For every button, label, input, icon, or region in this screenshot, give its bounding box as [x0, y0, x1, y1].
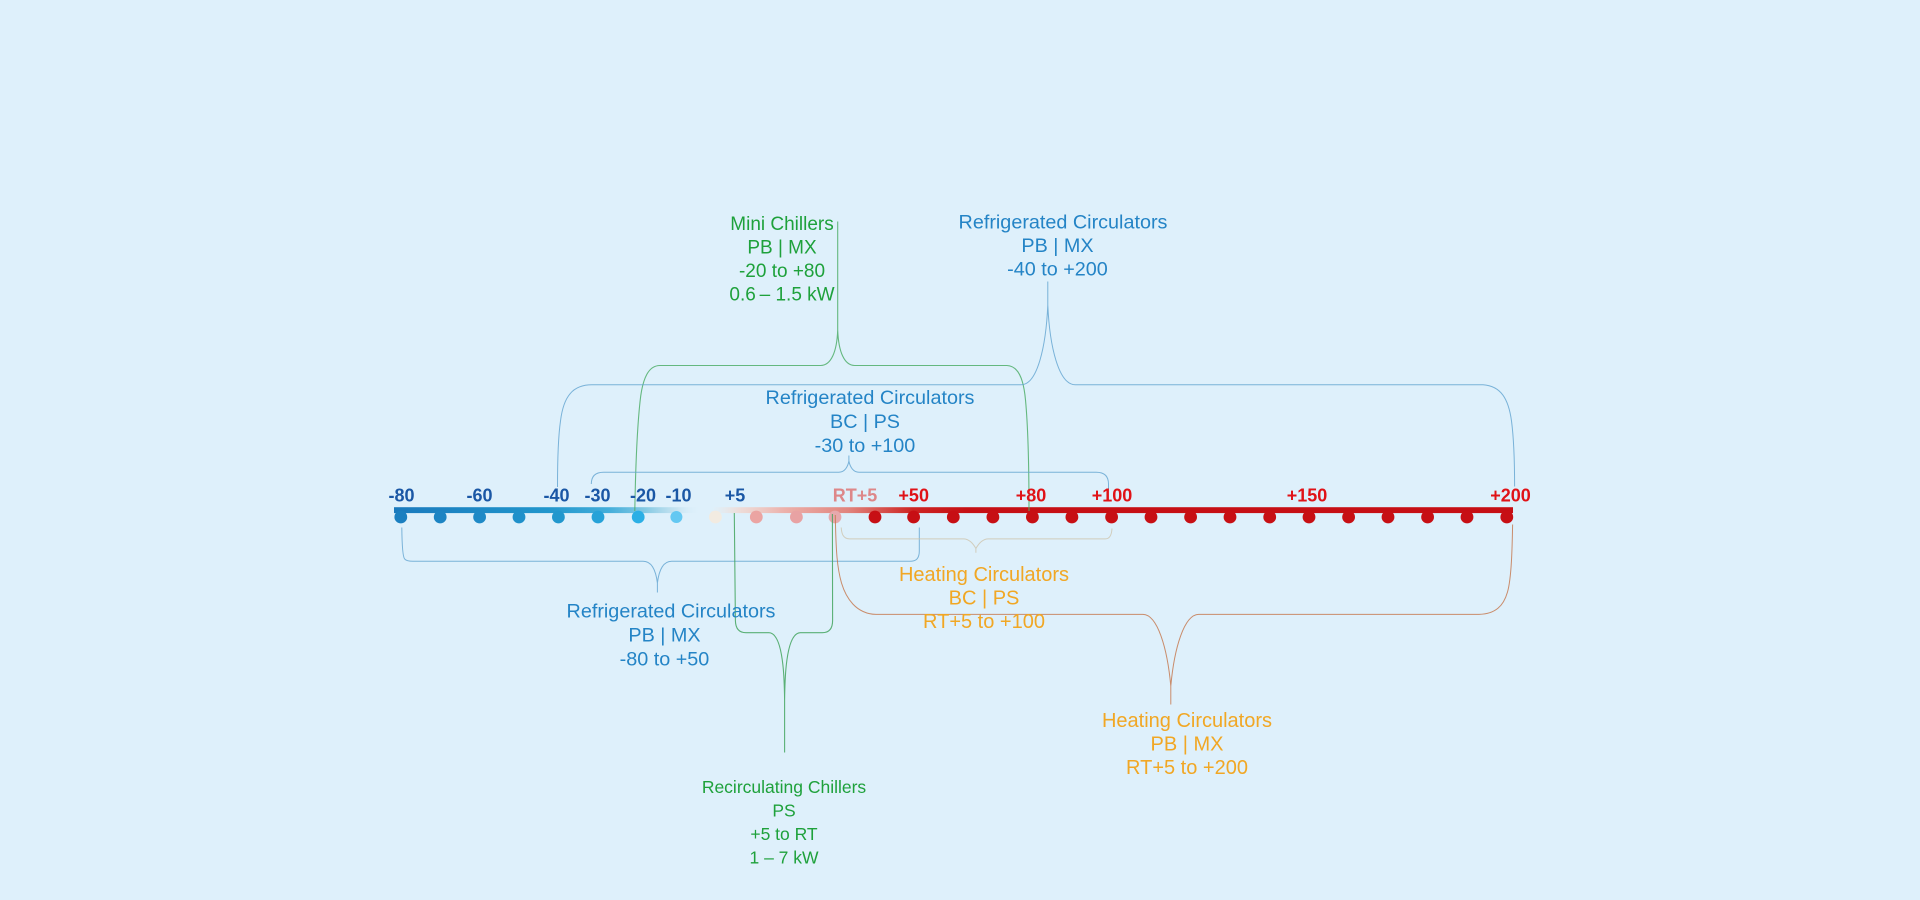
svg-text:RT+5 to +100: RT+5 to +100 [923, 611, 1045, 633]
svg-text:-30 to +100: -30 to +100 [815, 435, 916, 457]
svg-text:PB | MX: PB | MX [1151, 734, 1224, 756]
svg-text:PB | MX: PB | MX [747, 238, 817, 259]
svg-text:Mini Chillers: Mini Chillers [730, 214, 833, 235]
svg-text:Heating Circulators: Heating Circulators [899, 564, 1069, 586]
svg-text:+5 to RT: +5 to RT [750, 824, 818, 844]
svg-text:Heating Circulators: Heating Circulators [1102, 710, 1272, 732]
svg-text:-60: -60 [466, 486, 492, 506]
svg-text:+5: +5 [725, 486, 746, 506]
svg-text:PS: PS [772, 801, 795, 821]
svg-text:+100: +100 [1092, 486, 1133, 506]
svg-text:-10: -10 [665, 486, 691, 506]
svg-text:-20: -20 [630, 486, 656, 506]
svg-text:0.6 – 1.5 kW: 0.6 – 1.5 kW [729, 285, 834, 306]
svg-text:-20 to +80: -20 to +80 [739, 261, 825, 282]
svg-text:+200: +200 [1490, 486, 1531, 506]
svg-text:-80 to +50: -80 to +50 [620, 649, 710, 671]
svg-text:PB | MX: PB | MX [628, 625, 700, 647]
svg-text:RT+5 to +200: RT+5 to +200 [1126, 757, 1248, 779]
svg-text:Refrigerated Circulators: Refrigerated Circulators [959, 212, 1168, 234]
svg-text:1 – 7 kW: 1 – 7 kW [749, 848, 819, 868]
svg-text:BC | PS: BC | PS [830, 411, 900, 433]
svg-text:+80: +80 [1016, 486, 1047, 506]
svg-text:PB | MX: PB | MX [1021, 235, 1093, 257]
svg-text:+150: +150 [1287, 486, 1328, 506]
svg-text:Refrigerated Circulators: Refrigerated Circulators [567, 601, 776, 623]
svg-text:RT+5: RT+5 [833, 486, 878, 506]
svg-text:-80: -80 [388, 486, 414, 506]
svg-text:Refrigerated Circulators: Refrigerated Circulators [766, 387, 975, 409]
svg-text:-40: -40 [543, 486, 569, 506]
svg-text:-30: -30 [584, 486, 610, 506]
svg-text:BC | PS: BC | PS [949, 588, 1020, 610]
svg-text:+50: +50 [898, 486, 929, 506]
svg-text:Recirculating Chillers: Recirculating Chillers [702, 777, 867, 797]
svg-text:-40 to +200: -40 to +200 [1007, 259, 1108, 281]
